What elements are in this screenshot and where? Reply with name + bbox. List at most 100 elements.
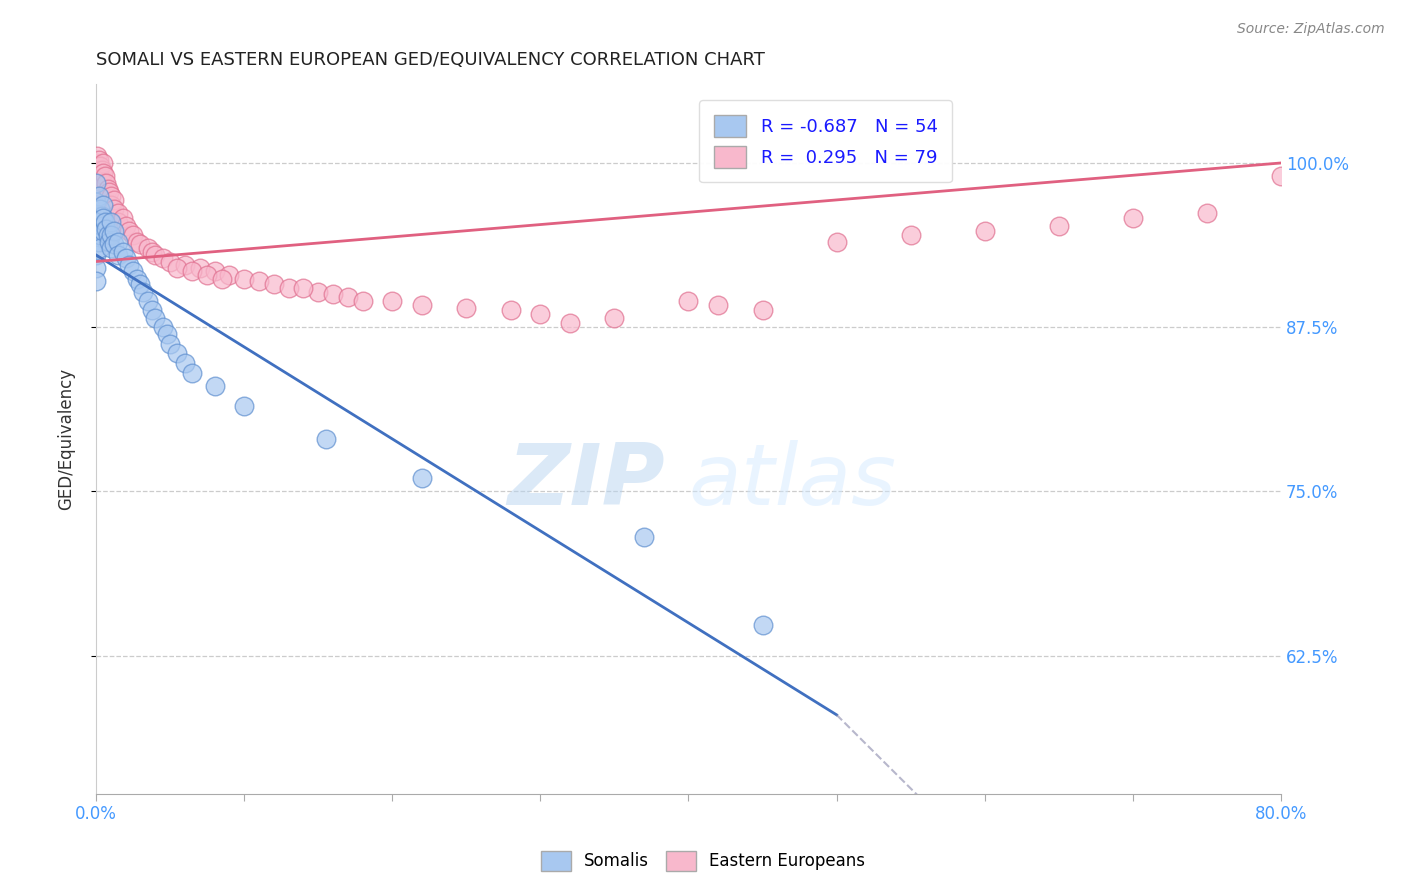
Point bbox=[84, 162, 107, 177]
Point bbox=[247, 274, 270, 288]
Point bbox=[87, 162, 110, 177]
Point bbox=[117, 224, 139, 238]
Point bbox=[87, 189, 110, 203]
Point bbox=[117, 259, 139, 273]
Point bbox=[107, 215, 129, 229]
Text: SOMALI VS EASTERN EUROPEAN GED/EQUIVALENCY CORRELATION CHART: SOMALI VS EASTERN EUROPEAN GED/EQUIVALEN… bbox=[96, 51, 765, 69]
Point bbox=[84, 176, 107, 190]
Point bbox=[91, 219, 114, 233]
Point bbox=[195, 268, 218, 282]
Point bbox=[100, 215, 122, 229]
Point bbox=[89, 215, 111, 229]
Point bbox=[89, 228, 111, 243]
Point bbox=[84, 189, 107, 203]
Point bbox=[111, 211, 134, 226]
Point bbox=[93, 224, 115, 238]
Point bbox=[87, 171, 110, 186]
Point bbox=[173, 259, 195, 273]
Point bbox=[825, 235, 848, 249]
Point bbox=[91, 209, 114, 223]
Point bbox=[89, 241, 111, 255]
Point bbox=[100, 198, 122, 212]
Point bbox=[84, 202, 107, 216]
Point bbox=[456, 301, 478, 315]
Legend: R = -0.687   N = 54, R =  0.295   N = 79: R = -0.687 N = 54, R = 0.295 N = 79 bbox=[699, 100, 952, 182]
Point bbox=[499, 303, 522, 318]
Point bbox=[84, 235, 107, 249]
Point bbox=[529, 307, 551, 321]
Point bbox=[603, 311, 626, 326]
Point bbox=[1122, 211, 1144, 226]
Point bbox=[93, 166, 115, 180]
Point bbox=[103, 237, 125, 252]
Point bbox=[84, 195, 107, 210]
Point bbox=[127, 271, 149, 285]
Point bbox=[315, 432, 337, 446]
Point bbox=[292, 281, 315, 295]
Point bbox=[84, 274, 107, 288]
Point bbox=[107, 206, 129, 220]
Point bbox=[751, 303, 773, 318]
Point bbox=[159, 254, 181, 268]
Point bbox=[132, 285, 155, 299]
Point bbox=[111, 245, 134, 260]
Point bbox=[352, 293, 374, 308]
Point bbox=[143, 311, 166, 326]
Point bbox=[100, 228, 122, 243]
Point bbox=[89, 179, 111, 194]
Text: ZIP: ZIP bbox=[508, 440, 665, 523]
Point bbox=[89, 202, 111, 216]
Point bbox=[633, 531, 655, 545]
Point bbox=[84, 169, 107, 183]
Point bbox=[218, 268, 240, 282]
Point bbox=[87, 235, 110, 249]
Point bbox=[84, 209, 107, 223]
Point bbox=[84, 195, 107, 210]
Point bbox=[204, 263, 226, 277]
Point bbox=[91, 162, 114, 177]
Point bbox=[152, 251, 174, 265]
Point bbox=[86, 176, 108, 190]
Point bbox=[558, 316, 581, 330]
Text: Source: ZipAtlas.com: Source: ZipAtlas.com bbox=[1237, 22, 1385, 37]
Point bbox=[181, 263, 204, 277]
Point bbox=[159, 337, 181, 351]
Point bbox=[233, 399, 256, 413]
Point bbox=[87, 221, 110, 235]
Point bbox=[84, 182, 107, 196]
Point bbox=[381, 293, 404, 308]
Point bbox=[93, 211, 115, 226]
Point bbox=[188, 261, 211, 276]
Point bbox=[127, 235, 149, 249]
Point bbox=[152, 320, 174, 334]
Point bbox=[322, 287, 344, 301]
Point bbox=[166, 261, 188, 276]
Point bbox=[86, 159, 108, 173]
Point bbox=[96, 221, 118, 235]
Point bbox=[173, 356, 195, 370]
Point bbox=[84, 221, 107, 235]
Point bbox=[122, 228, 145, 243]
Point bbox=[900, 228, 922, 243]
Point bbox=[1195, 206, 1218, 220]
Point bbox=[84, 176, 107, 190]
Point bbox=[103, 193, 125, 207]
Point bbox=[84, 261, 107, 276]
Point bbox=[411, 298, 433, 312]
Point bbox=[307, 285, 329, 299]
Point bbox=[122, 263, 145, 277]
Point bbox=[100, 189, 122, 203]
Point bbox=[707, 298, 730, 312]
Point bbox=[97, 182, 120, 196]
Point bbox=[98, 185, 121, 199]
Point bbox=[211, 271, 233, 285]
Point bbox=[86, 149, 108, 163]
Point bbox=[93, 176, 115, 190]
Point bbox=[129, 277, 152, 291]
Point bbox=[89, 169, 111, 183]
Point bbox=[103, 202, 125, 216]
Point bbox=[1047, 219, 1070, 233]
Point bbox=[87, 153, 110, 168]
Text: atlas: atlas bbox=[689, 440, 897, 523]
Point bbox=[97, 228, 120, 243]
